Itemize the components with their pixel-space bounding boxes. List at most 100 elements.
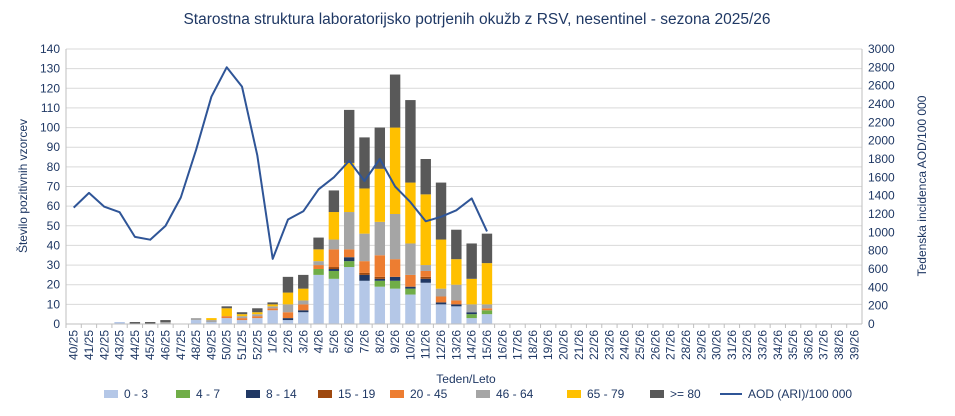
bar-segment <box>221 306 232 309</box>
x-tick-label: 1/26 <box>266 330 280 354</box>
x-tick-label: 41/25 <box>82 330 96 360</box>
x-tick-label: 25/26 <box>633 330 647 360</box>
bar-segment <box>466 278 477 305</box>
bar-segment <box>420 282 431 324</box>
bar-segment <box>466 314 477 319</box>
x-axis-ticks: 40/25 41/25 42/25 43/25 44/25 45/25 46/25 47/25… <box>67 330 862 360</box>
bar-segment <box>435 304 447 324</box>
bar-segment <box>328 249 340 268</box>
legend-swatch <box>318 390 332 398</box>
bar-segment <box>435 296 447 303</box>
bar-segment <box>328 212 340 240</box>
x-axis-label: Teden/Leto <box>436 372 496 386</box>
x-tick-label: 20/26 <box>557 330 571 360</box>
bar-segment <box>252 308 263 313</box>
bar-segment <box>374 221 386 256</box>
x-tick-label: 2/26 <box>281 330 295 354</box>
y-axis-label: Število pozitivnih vzorcev <box>15 119 30 253</box>
x-tick-label: 19/26 <box>541 330 555 360</box>
x-tick-label: 39/26 <box>847 330 861 360</box>
bar-segment <box>313 269 324 275</box>
bar-segment <box>298 288 309 301</box>
x-tick-label: 4/26 <box>312 330 326 354</box>
y2-tick-label: 800 <box>868 244 888 258</box>
y-tick-label: 70 <box>47 180 61 194</box>
bar-segment <box>282 312 294 319</box>
bar-segment <box>359 261 370 273</box>
axes <box>65 49 863 328</box>
bar-segment <box>221 316 232 319</box>
y-tick-label: 110 <box>41 101 60 115</box>
x-tick-label: 23/26 <box>602 330 616 360</box>
bar-segment <box>405 274 416 287</box>
bar-segment <box>343 162 355 213</box>
bar-segment <box>374 255 386 277</box>
bar-segment <box>236 320 248 324</box>
x-tick-label: 38/26 <box>832 330 846 360</box>
aod-line <box>73 66 488 260</box>
bar-segment <box>313 274 324 324</box>
bar-segment <box>481 314 493 324</box>
bar-segment <box>190 318 202 321</box>
bar-segment <box>451 300 462 305</box>
x-tick-label: 8/26 <box>373 330 387 354</box>
bar-segment <box>343 261 355 268</box>
bar-segment <box>359 137 370 189</box>
bar-segment <box>389 276 401 281</box>
y-tick-label: 40 <box>47 238 61 252</box>
x-tick-label: 45/25 <box>143 330 157 360</box>
bar-segment <box>451 259 462 285</box>
bar-segment <box>282 320 294 324</box>
bar-segment <box>328 239 340 250</box>
legend-label: 65 - 79 <box>587 387 625 401</box>
aod-line-path <box>73 66 488 260</box>
bar-segment <box>466 312 477 315</box>
bar-segment <box>343 257 355 262</box>
legend-label: >= 80 <box>670 387 701 401</box>
bar-segment <box>236 314 248 317</box>
bar-segment <box>328 270 340 279</box>
bar-segment <box>451 284 462 301</box>
bar-segment <box>221 318 232 324</box>
bar-segment <box>313 265 324 269</box>
bar-segment <box>160 320 171 323</box>
bar-segment <box>389 127 401 214</box>
x-tick-label: 18/26 <box>526 330 540 360</box>
bar-segment <box>313 237 324 250</box>
bar-segment <box>282 304 294 313</box>
bar-segment <box>298 274 309 289</box>
bar-segment <box>298 310 309 313</box>
y2-tick-label: 2600 <box>868 79 895 93</box>
bar-segment <box>359 272 370 275</box>
bar-segment <box>236 318 248 321</box>
x-tick-label: 47/25 <box>174 330 188 360</box>
x-tick-label: 51/25 <box>235 330 249 360</box>
x-tick-label: 14/26 <box>465 330 479 360</box>
y-tick-label: 100 <box>40 121 60 135</box>
y2-tick-label: 2000 <box>868 134 895 148</box>
bar-segment <box>343 249 355 258</box>
bar-segment <box>451 304 462 307</box>
bar-segment <box>374 286 386 324</box>
bar-segment <box>481 263 493 305</box>
bar-segment <box>252 314 263 317</box>
bar-segment <box>405 182 416 244</box>
bar-segment <box>267 304 278 307</box>
x-tick-label: 37/26 <box>817 330 831 360</box>
x-tick-label: 36/26 <box>801 330 815 360</box>
bar-segment <box>282 276 294 293</box>
bar-segment <box>374 280 386 287</box>
x-tick-label: 27/26 <box>664 330 678 360</box>
x-tick-label: 35/26 <box>786 330 800 360</box>
y-tick-label: 140 <box>40 42 60 56</box>
bar-segment <box>405 288 416 295</box>
x-tick-label: 3/26 <box>296 330 310 354</box>
chart-title: Starostna struktura laboratorijsko potrj… <box>183 11 770 28</box>
bar-segment <box>328 269 340 271</box>
bar-segment <box>481 308 493 311</box>
bar-segment <box>343 109 355 163</box>
legend-label: 15 - 19 <box>338 387 376 401</box>
y2-tick-label: 1600 <box>868 170 895 184</box>
bar-segment <box>405 294 416 324</box>
